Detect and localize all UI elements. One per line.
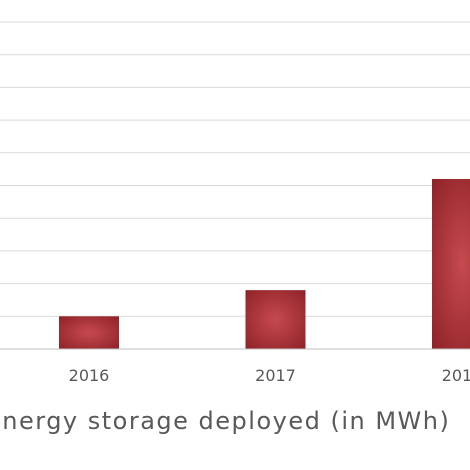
x-tick-label-2016: 2016 — [69, 366, 110, 385]
x-tick-labels: 2016 2017 2018 — [69, 366, 470, 385]
x-tick-label-2017: 2017 — [255, 366, 296, 385]
gridlines — [0, 21, 470, 317]
x-axis-title: energy storage deployed (in MWh) — [0, 407, 450, 435]
bar-2017 — [245, 290, 306, 349]
bar-2016 — [59, 316, 119, 349]
x-tick-label-2018: 2018 — [442, 366, 470, 385]
bar-2018 — [432, 178, 470, 349]
bars — [59, 178, 470, 349]
